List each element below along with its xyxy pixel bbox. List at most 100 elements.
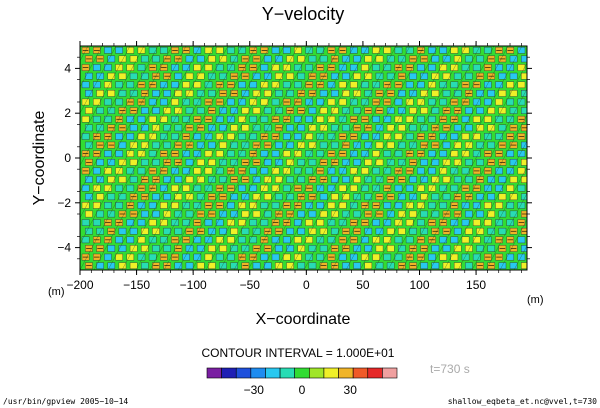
field-cell [353,90,361,97]
field-cell [227,150,235,157]
field-cell [487,90,496,97]
field-cell [260,253,269,261]
field-cell [81,202,90,209]
field-cell [476,107,484,114]
field-cell [238,81,246,89]
field-cell [353,176,361,183]
field-cell [472,64,481,71]
field-cell [372,219,380,226]
field-cell [465,159,473,166]
field-cell [498,210,507,218]
field-cell [286,227,294,235]
field-cell [129,176,138,183]
field-cell [129,262,138,269]
contour-line [233,46,355,270]
field-cell [453,176,462,183]
field-cell [152,193,160,201]
field-cell [263,176,272,183]
field-cell [104,184,112,192]
field-cell [174,107,183,114]
field-cell [364,55,373,63]
field-cell [215,64,224,71]
field-cell [275,55,283,63]
field-cell [171,219,179,226]
field-cell [394,184,403,192]
field-cell [238,184,246,192]
field-cell [472,115,481,123]
field-cell [353,107,361,114]
field-cell [148,236,157,244]
field-cell [509,72,518,80]
field-cell [230,193,238,201]
field-cell [439,133,447,140]
field-cell [495,184,503,192]
field-cell [118,227,127,235]
field-cell [115,202,123,209]
field-cell [498,227,507,235]
field-cell [182,253,190,261]
field-cell [81,115,90,123]
field-cell [364,90,373,97]
field-cell [219,159,227,166]
field-cell [420,193,428,201]
field-cell [461,202,470,209]
field-cell [193,150,202,157]
field-cell [208,227,216,235]
field-cell [409,210,417,218]
contour-line [485,192,527,270]
x-axis-label: X−coordinate [256,311,351,328]
field-cell [141,55,149,63]
field-cell [453,227,462,235]
field-cell [137,150,146,157]
y-tick-label: 0 [64,151,71,165]
field-cell [327,236,336,244]
field-cell [350,184,358,192]
field-cell [241,90,250,97]
field-cell [327,81,336,89]
field-cell [316,219,325,226]
field-cell [81,219,90,226]
field-cell [509,193,518,201]
field-cell [238,219,246,226]
field-cell [148,115,157,123]
field-cell [305,167,313,175]
field-cell [152,141,160,149]
field-cell [104,115,112,123]
field-cell [487,124,496,132]
field-cell [517,202,526,209]
field-cell [227,133,235,140]
field-cell [350,202,358,209]
field-cell [271,64,280,71]
field-cell [249,167,257,175]
field-cell [428,167,436,175]
field-cell [249,184,257,192]
field-cell [275,193,283,201]
field-cell [476,90,484,97]
field-cell [431,245,440,252]
field-cell [160,98,168,106]
contour-line [80,46,103,88]
field-cell [316,115,325,123]
field-cell [297,227,306,235]
field-cell [275,262,283,269]
field-cell [126,184,135,192]
field-cell [196,262,205,269]
field-cell [215,133,224,140]
field-cell [506,184,515,192]
field-cell [453,72,462,80]
field-cell [85,227,93,235]
field-cell [118,193,127,201]
field-cell [361,150,369,157]
field-cell [294,81,302,89]
field-cell [361,184,369,192]
field-cell [506,115,515,123]
field-cell [409,90,417,97]
field-cell [439,81,447,89]
colorbar-swatch [279,367,295,379]
footer-left: /usr/bin/gpview 2005−10−14 [3,397,128,406]
contour-line [80,46,201,270]
field-cell [96,176,104,183]
field-cell [260,115,269,123]
field-cell [342,210,350,218]
contour-line [584,46,600,270]
